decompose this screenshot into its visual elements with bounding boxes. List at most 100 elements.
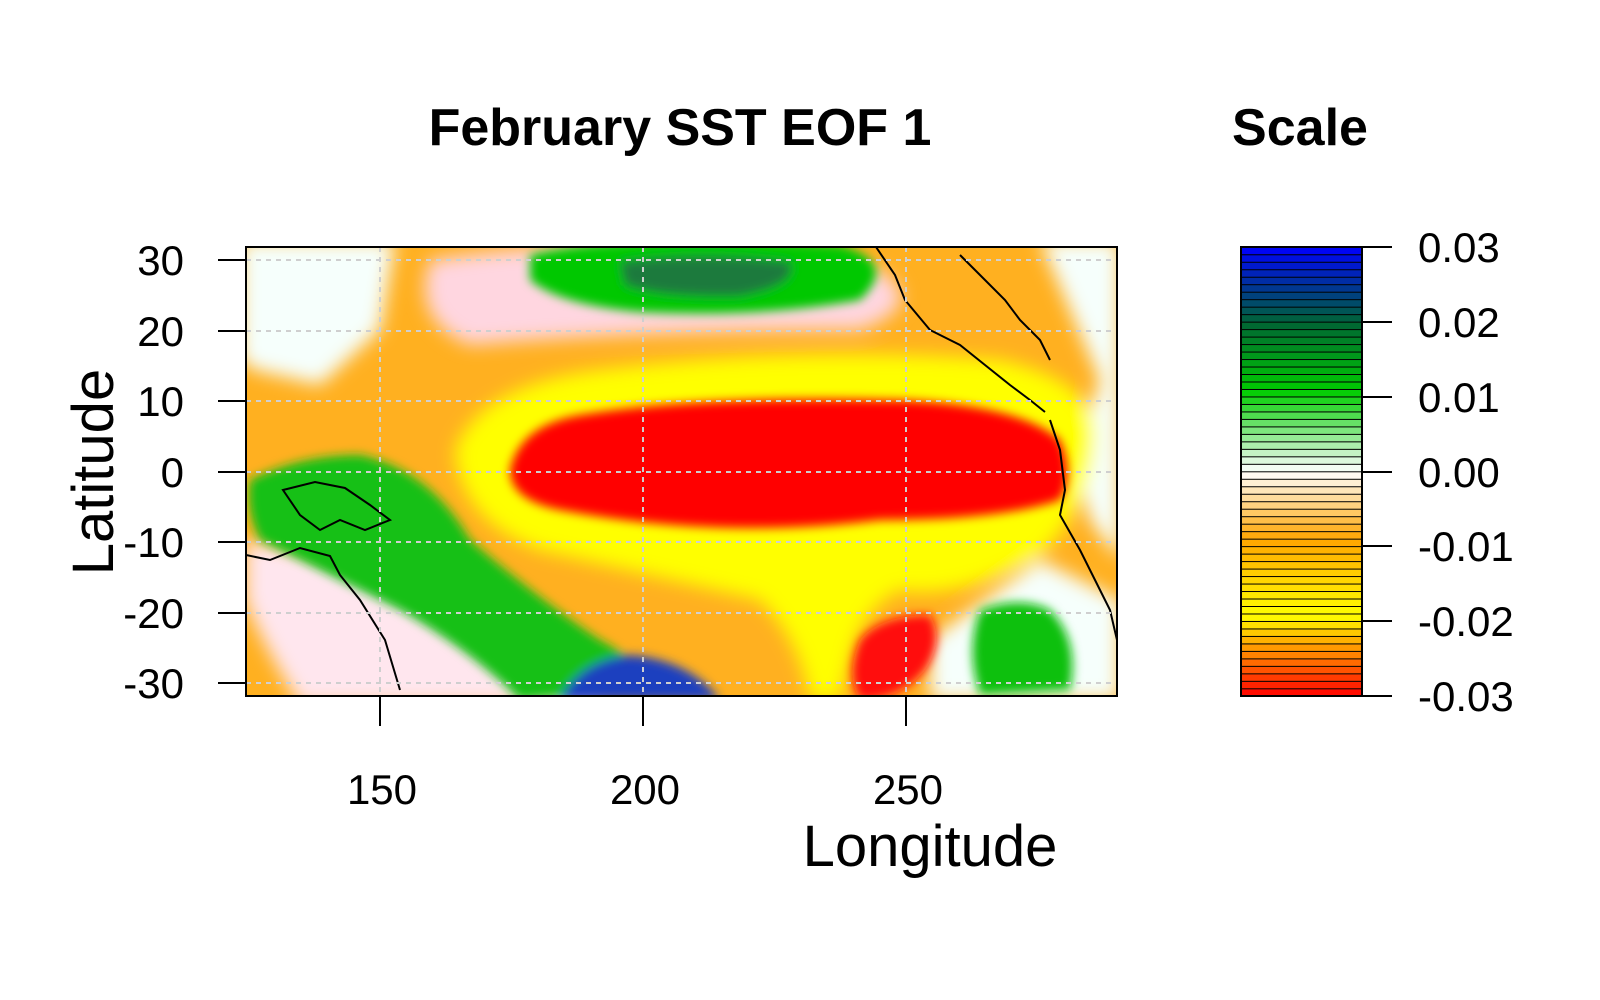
colorbar-band [1240, 433, 1363, 443]
colorbar-band [1240, 568, 1363, 578]
colorbar-tick-label: -0.02 [1418, 598, 1514, 645]
y-tick-labels: 30 20 10 0 -10 -20 -30 [123, 237, 184, 707]
colorbar-band [1240, 268, 1363, 278]
sst-field [246, 247, 1117, 696]
colorbar-band [1240, 411, 1363, 420]
colorbar-band [1240, 493, 1363, 503]
y-axis-ticks [218, 259, 246, 684]
field-nw-neutral [246, 247, 394, 385]
colorbar-ticks [1362, 246, 1392, 697]
colorbar-band [1240, 276, 1363, 286]
colorbar-band [1240, 628, 1363, 637]
colorbar-band [1240, 643, 1363, 652]
colorbar-band [1240, 403, 1363, 413]
x-axis-ticks [379, 696, 907, 726]
colorbar-band [1240, 538, 1363, 548]
colorbar-tick-label: -0.01 [1418, 523, 1514, 570]
colorbar-band [1240, 381, 1363, 390]
colorbar-band [1240, 650, 1363, 660]
field-east-neutral [1043, 247, 1117, 556]
colorbar-band [1240, 313, 1363, 323]
colorbar-band [1240, 620, 1363, 630]
colorbar-band [1240, 388, 1363, 398]
grid [246, 247, 1117, 696]
colorbar-band [1240, 471, 1363, 480]
colorbar-band [1240, 298, 1363, 308]
colorbar-band [1240, 478, 1363, 488]
colorbar-band [1240, 515, 1363, 525]
colorbar-band [1240, 673, 1363, 682]
colorbar-band [1240, 351, 1363, 361]
x-tick-label: 250 [873, 766, 943, 813]
colorbar-band [1240, 463, 1363, 473]
colorbar-tick-label: 0.02 [1418, 299, 1500, 346]
colorbar-band [1240, 485, 1363, 495]
colorbar-band [1240, 426, 1363, 435]
colorbar-band [1240, 530, 1363, 540]
colorbar-band [1240, 605, 1363, 615]
colorbar-band [1240, 560, 1363, 570]
colorbar-band [1240, 366, 1363, 376]
y-tick-label: -20 [123, 590, 184, 637]
colorbar-tick-label: 0.03 [1418, 224, 1500, 271]
field-se-green-lobe [972, 602, 1073, 695]
colorbar-band [1240, 456, 1363, 465]
colorbar-band [1240, 246, 1363, 256]
x-axis-title: Longitude [803, 814, 1058, 879]
colorbar-band [1240, 545, 1363, 555]
y-tick-label: 30 [137, 237, 184, 284]
colorbar: 0.03 0.02 0.01 0.00 -0.01 -0.02 -0.03 [1240, 224, 1514, 720]
y-tick-label: 10 [137, 378, 184, 425]
colorbar-band [1240, 583, 1363, 593]
map-title: February SST EOF 1 [429, 99, 932, 157]
colorbar-band [1240, 283, 1363, 293]
colorbar-tick-label: 0.01 [1418, 374, 1500, 421]
colorbar-band [1240, 261, 1363, 271]
colorbar-band [1240, 373, 1363, 383]
colorbar-band [1240, 613, 1363, 622]
field-south-blue-lobe [562, 655, 717, 696]
colorbar-band [1240, 523, 1363, 533]
colorbar-band [1240, 500, 1363, 510]
colorbar-band [1240, 321, 1363, 331]
colorbar-band [1240, 306, 1363, 316]
colorbar-band [1240, 658, 1363, 667]
y-tick-label: -30 [123, 660, 184, 707]
colorbar-band [1240, 575, 1363, 585]
field-west-green-lobe [248, 455, 640, 696]
field-se-red-lobe [852, 615, 937, 696]
y-axis-title: Latitude [61, 369, 126, 575]
x-tick-label: 150 [347, 766, 417, 813]
coastlines [246, 247, 1117, 691]
coastline-mexico-coast [959, 254, 1051, 361]
y-tick-label: -10 [123, 519, 184, 566]
colorbar-band [1240, 665, 1363, 675]
colorbar-band [1240, 418, 1363, 428]
colorbar-band [1240, 336, 1363, 346]
coastline-south-america [1049, 419, 1117, 641]
y-tick-label: 0 [161, 449, 184, 496]
colorbar-tick-labels: 0.03 0.02 0.01 0.00 -0.01 -0.02 -0.03 [1418, 224, 1514, 720]
colorbar-band [1240, 448, 1363, 458]
coastline-australia [246, 546, 401, 691]
colorbar-band [1240, 343, 1363, 353]
y-tick-label: 20 [137, 308, 184, 355]
colorbar-band [1240, 553, 1363, 563]
colorbar-band [1240, 590, 1363, 600]
colorbar-band [1240, 598, 1363, 607]
colorbar-band [1240, 508, 1363, 518]
colorbar-band [1240, 253, 1363, 263]
colorbar-band [1240, 680, 1363, 690]
x-tick-label: 200 [610, 766, 680, 813]
colorbar-band [1240, 328, 1363, 338]
field-red-core [510, 399, 1068, 528]
colorbar-band [1240, 396, 1363, 405]
field-north-darkgreen-core [620, 256, 792, 297]
scale-title: Scale [1232, 99, 1368, 157]
colorbar-bands [1240, 246, 1363, 697]
colorbar-tick-label: -0.03 [1418, 673, 1514, 720]
x-tick-labels: 150 200 250 [347, 766, 943, 813]
coastline-north-america [875, 247, 1046, 413]
colorbar-band [1240, 291, 1363, 301]
